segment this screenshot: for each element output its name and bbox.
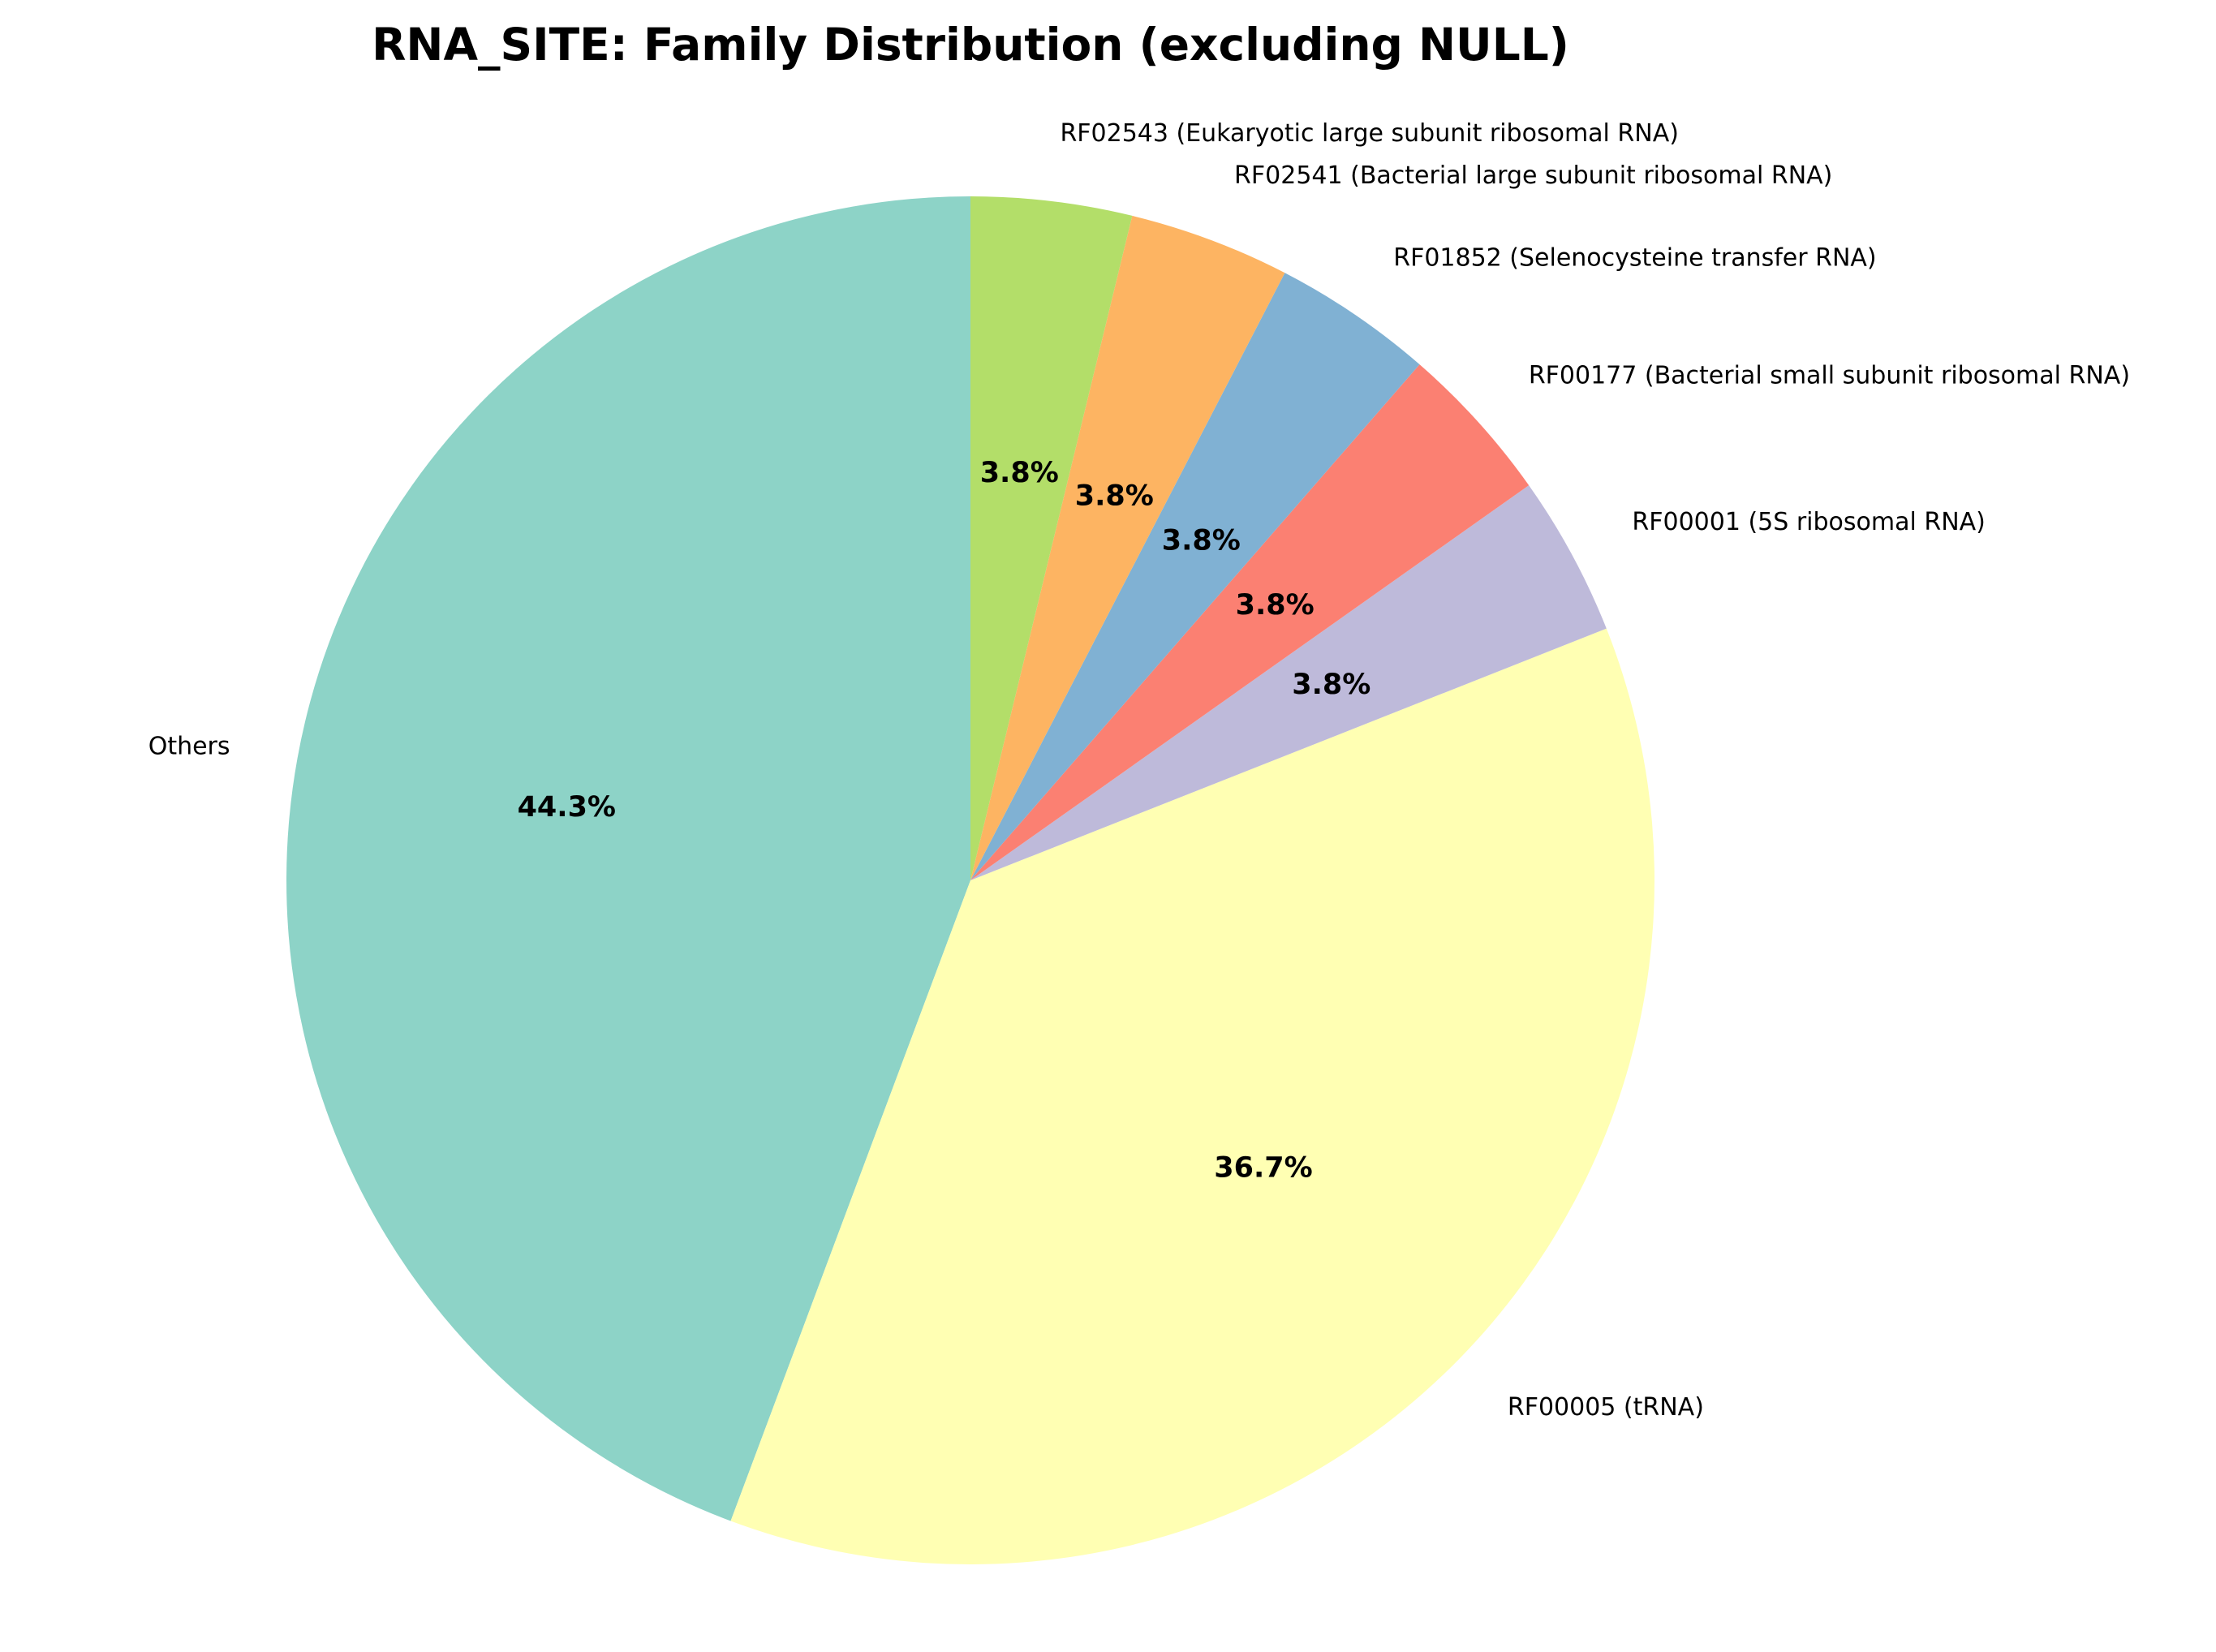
- pie-percent-label: 36.7%: [1214, 1151, 1312, 1184]
- pie-slice-label: RF00001 (5S ribosomal RNA): [1632, 508, 1985, 536]
- pie-percent-label: 3.8%: [1236, 589, 1315, 622]
- pie-slice-label: RF00177 (Bacterial small subunit ribosom…: [1529, 362, 2130, 390]
- pie-slice-label: RF02541 (Bacterial large subunit ribosom…: [1234, 161, 1832, 190]
- chart-title: RNA_SITE: Family Distribution (excluding…: [372, 19, 1569, 71]
- pie-slice-label: RF01852 (Selenocysteine transfer RNA): [1393, 244, 1876, 273]
- pie-slice: [970, 485, 1607, 880]
- pie-slice: [970, 364, 1530, 880]
- pie-slice-label: Others: [148, 732, 230, 760]
- pie-slice: [970, 273, 1420, 880]
- pie-percent-label: 3.8%: [980, 457, 1059, 489]
- pie-slice-label: RF02543 (Eukaryotic large subunit riboso…: [1060, 119, 1679, 148]
- pie-slice: [970, 196, 1133, 880]
- pie-percent-labels: 44.3%36.7%3.8%3.8%3.8%3.8%3.8%: [518, 457, 1371, 1184]
- pie-slices: [286, 196, 1655, 1564]
- pie-percent-label: 3.8%: [1292, 669, 1370, 701]
- pie-slice: [730, 628, 1655, 1564]
- pie-slice-labels: Others RF00005 (tRNA) RF00001 (5S ribosoma…: [148, 119, 2130, 1422]
- pie-slice: [970, 215, 1285, 881]
- pie-percent-label: 3.8%: [1075, 480, 1154, 512]
- pie-percent-label: 3.8%: [1162, 525, 1241, 557]
- pie-percent-label: 44.3%: [518, 791, 616, 824]
- pie-slice-label: RF00005 (tRNA): [1508, 1393, 1704, 1422]
- pie-slice: [286, 196, 970, 1521]
